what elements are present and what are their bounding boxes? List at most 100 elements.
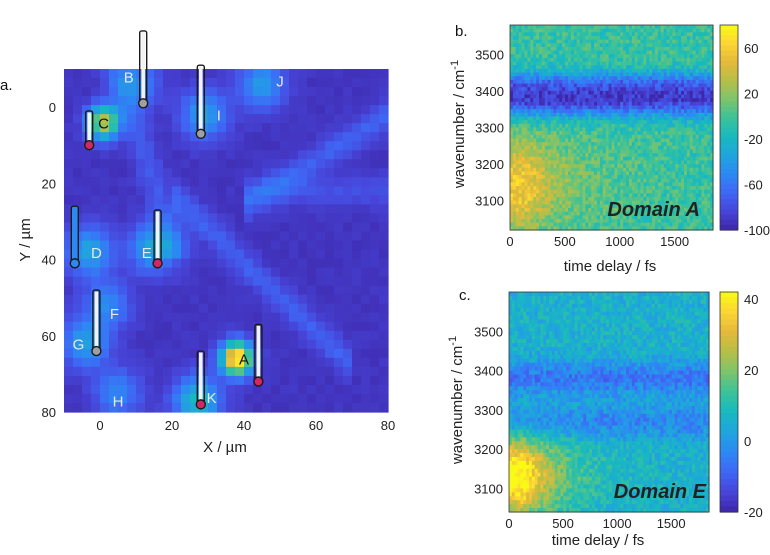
spectrum-a-cell — [518, 197, 523, 202]
spectrum-a-cell — [672, 208, 676, 213]
map-cell — [325, 402, 335, 413]
spectrum-a-cell — [701, 57, 705, 63]
map-cell — [127, 186, 137, 196]
spectrum-a-cell — [591, 153, 595, 158]
map-cell — [271, 249, 281, 260]
spectrum-a-cell — [675, 79, 679, 85]
spectrum-a-cell — [597, 164, 601, 169]
spectrum-a-cell — [707, 39, 711, 44]
spectrum-a-cell — [594, 28, 598, 33]
spectrum-a-cell — [704, 193, 708, 198]
map-cell — [334, 177, 344, 187]
spectrum-a-cell — [579, 193, 584, 198]
spectrum-a-cell — [579, 167, 584, 173]
spectrum-a-cell — [611, 182, 615, 187]
spectrum-a-cell — [695, 156, 700, 162]
spectrum-a-cell — [614, 164, 618, 169]
spectrum-a-cell — [556, 68, 560, 74]
spectrum-a-cell — [628, 145, 633, 151]
spectrum-a-cell — [559, 105, 563, 110]
map-cell — [262, 195, 272, 205]
spectrum-a-cell — [588, 57, 592, 63]
spectrum-a-cell — [556, 120, 560, 125]
spectrum-a-cell — [533, 112, 537, 118]
spectrum-a-cell — [681, 76, 685, 81]
spectrum-a-cell — [570, 186, 575, 191]
map-cell — [280, 213, 290, 224]
spectrum-a-cell — [562, 57, 566, 63]
spectrum-a-cell — [605, 138, 610, 143]
spectrum-a-cell — [678, 186, 682, 191]
map-cell — [172, 285, 182, 296]
map-cell — [199, 150, 209, 160]
spectrum-a-cell — [602, 175, 607, 180]
spectrum-a-cell — [660, 25, 665, 30]
map-cell — [262, 375, 272, 386]
spectrum-a-cell — [655, 138, 659, 143]
map-cell — [379, 168, 389, 178]
spectrum-a-cell — [663, 46, 668, 52]
spectrum-a-cell — [579, 134, 584, 140]
spectrum-a-cell — [675, 87, 679, 92]
spectrum-a-cell — [544, 186, 549, 191]
spectrum-a-cell — [623, 200, 627, 205]
spectrum-a-cell — [640, 200, 644, 205]
map-cell — [118, 168, 128, 178]
spectrum-a-cell — [663, 65, 668, 70]
map-cell — [154, 366, 164, 377]
spectrum-a-cell — [539, 54, 543, 59]
map-cell — [379, 159, 389, 169]
spectrum-a-cell — [565, 186, 569, 191]
spectrum-a-cell — [518, 149, 523, 154]
map-cell — [181, 132, 191, 142]
spectrum-a-cell — [568, 68, 572, 74]
spectrum-a-cell — [573, 54, 578, 59]
spectrum-a-cell — [678, 76, 682, 81]
spectrum-a-cell — [649, 35, 653, 41]
spectrum-a-cell — [666, 50, 671, 55]
spectrum-a-cell — [533, 94, 537, 99]
map-cell — [235, 69, 245, 79]
spectrum-a-cell — [620, 25, 624, 30]
spectrum-a-cell — [605, 61, 610, 66]
spectrum-a-cell — [692, 138, 697, 143]
map-cell — [226, 114, 236, 124]
spectrum-a-cell — [533, 131, 537, 136]
map-cell — [280, 267, 290, 278]
map-cell — [253, 285, 263, 296]
map-cell — [325, 204, 335, 215]
map-cell — [334, 276, 344, 287]
spectrum-a-cell — [539, 79, 543, 85]
spectrum-a-cell — [562, 189, 566, 194]
spectrum-a-cell — [710, 57, 714, 63]
spectrum-a-cell — [576, 98, 581, 103]
spectrum-a-cell — [536, 65, 540, 70]
map-cell — [235, 195, 245, 205]
spectrum-a-cell — [704, 25, 708, 30]
map-cell — [361, 87, 371, 97]
spectrum-a-cell — [681, 109, 685, 114]
spectrum-a-cell — [620, 182, 624, 187]
spectrum-a-cell — [689, 142, 694, 147]
spectrum-a-cell — [573, 131, 578, 136]
spectrum-a-cell — [585, 197, 589, 202]
map-cell — [163, 276, 173, 287]
spectrum-a-cell — [704, 32, 708, 37]
spectrum-a-cell — [544, 149, 549, 154]
spectrum-a-cell — [524, 116, 528, 121]
spectrum-a-cell — [623, 127, 627, 132]
spectrum-a-cell — [657, 160, 662, 165]
map-cell — [298, 384, 308, 395]
map-cell — [91, 132, 101, 142]
map-cell — [334, 141, 344, 151]
spectrum-a-cell — [707, 138, 711, 143]
spectrum-a-cell — [672, 164, 676, 169]
spectrum-a-cell — [562, 204, 566, 209]
spectrum-a-cell — [646, 182, 650, 187]
spectrum-a-cell — [663, 175, 668, 180]
spectrum-a-cell — [643, 138, 647, 143]
map-cell — [379, 312, 389, 323]
spectrum-a-cell — [660, 167, 665, 173]
spectrum-a-cell — [524, 68, 528, 74]
spectrum-a-cell — [573, 57, 578, 63]
